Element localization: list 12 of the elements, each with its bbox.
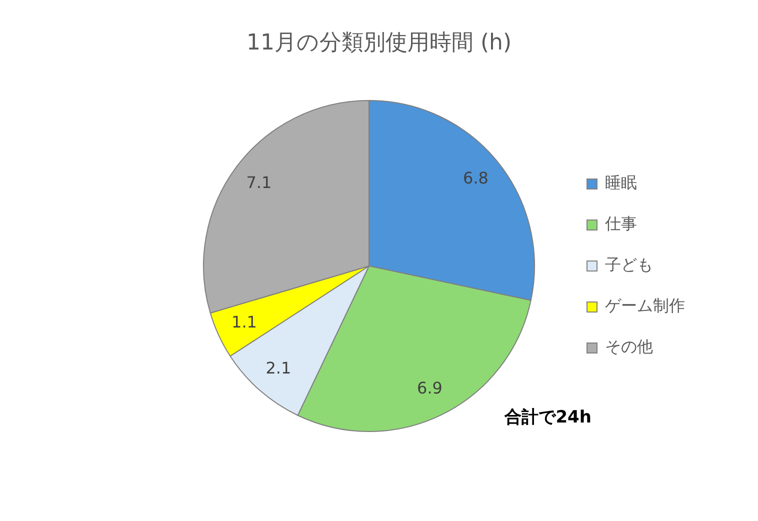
chart-title: 11月の分類別使用時間 (h) <box>246 30 512 56</box>
data-label: 7.1 <box>246 172 272 192</box>
legend-label: 子ども <box>605 255 653 274</box>
data-label: 1.1 <box>232 312 257 332</box>
legend-label: ゲーム制作 <box>605 296 685 316</box>
legend-label: 仕事 <box>604 214 637 234</box>
data-label: 2.1 <box>266 358 292 378</box>
legend-label: その他 <box>605 337 653 356</box>
data-label: 6.9 <box>417 378 442 398</box>
data-label: 6.8 <box>463 168 488 188</box>
legend-label: 睡眠 <box>605 173 637 192</box>
text: 合計で24h <box>504 408 592 428</box>
